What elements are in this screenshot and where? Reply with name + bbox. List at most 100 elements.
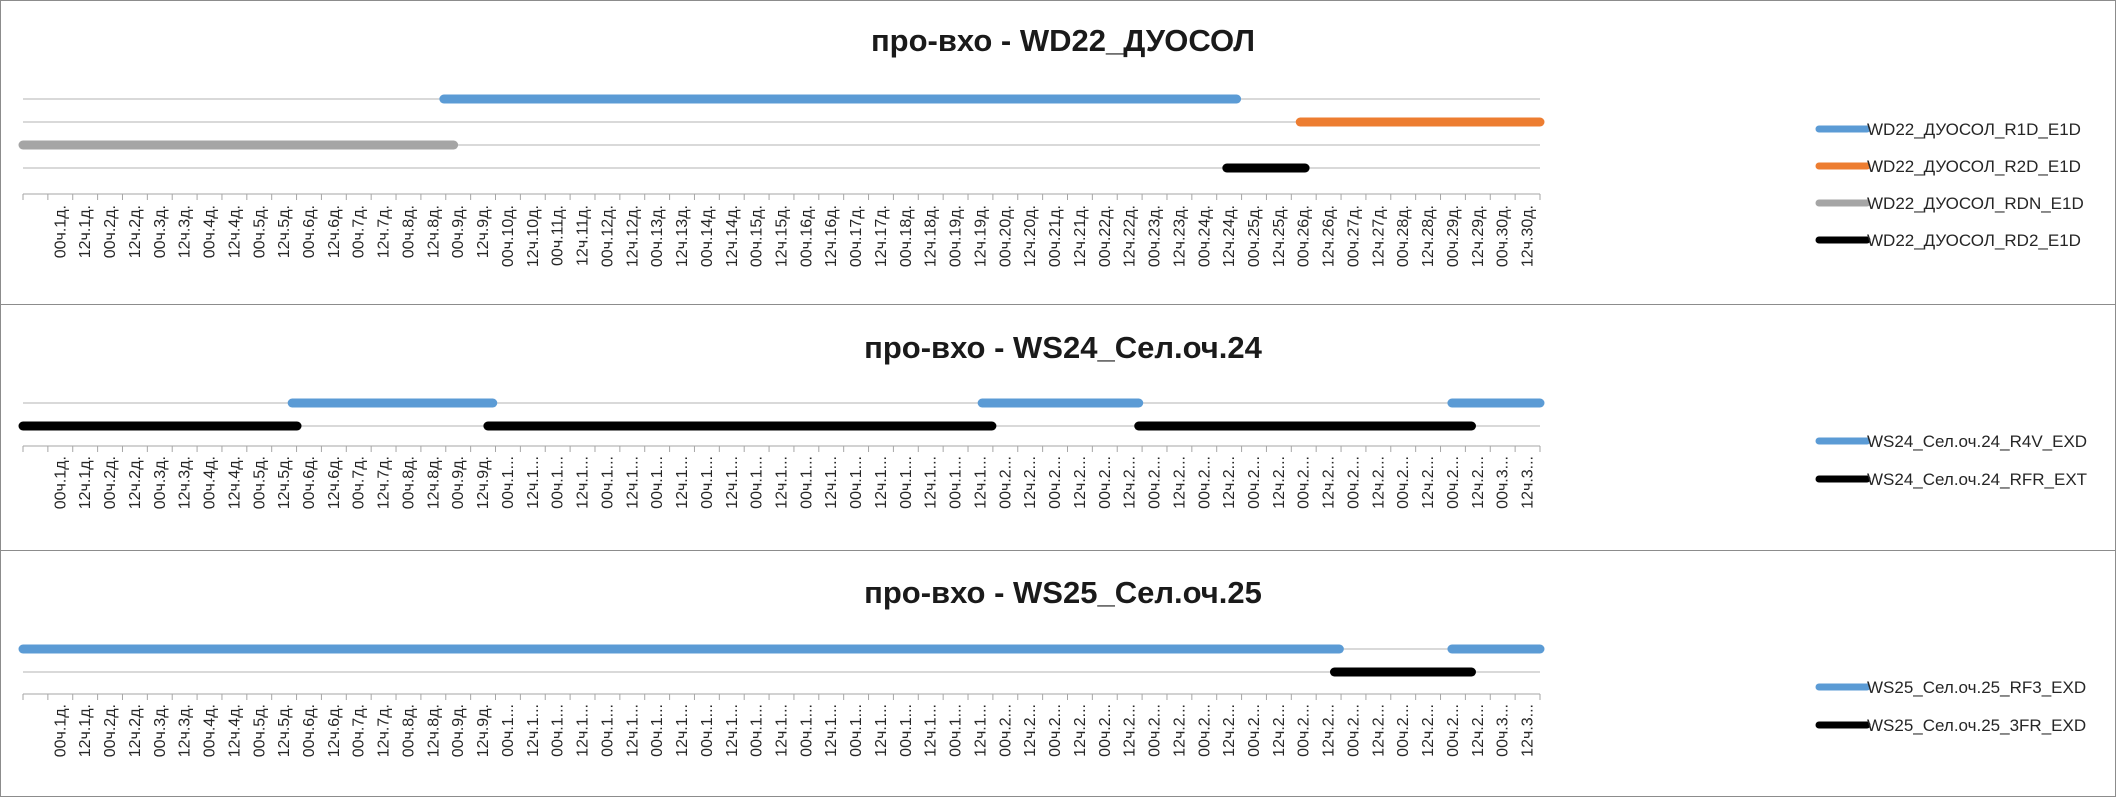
x-tick-label: 00ч.2д.	[102, 456, 119, 509]
x-tick-label: 12ч.4д.	[226, 205, 243, 258]
x-tick-label: 00ч.10д.	[500, 205, 517, 267]
x-tick-label: 12ч.1...	[724, 456, 741, 509]
x-tick-label: 00ч.1д.	[52, 205, 69, 258]
x-tick-label: 00ч.8д.	[400, 456, 417, 509]
x-tick-label: 00ч.11д.	[550, 205, 567, 266]
x-tick-label: 12ч.1...	[674, 704, 691, 757]
x-tick-label: 12ч.2...	[1470, 704, 1487, 757]
x-tick-label: 12ч.7д.	[376, 205, 393, 258]
x-tick-label: 12ч.8д.	[425, 205, 442, 258]
x-tick-label: 12ч.3...	[1520, 456, 1537, 509]
x-tick-label: 00ч.1...	[798, 456, 815, 509]
chart-title-ws24: про-вхо - WS24_Сел.оч.24	[864, 330, 1263, 365]
x-tick-label: 12ч.6д.	[326, 704, 343, 757]
x-tick-label: 12ч.2...	[1122, 456, 1139, 509]
x-tick-label: 00ч.2...	[1296, 704, 1313, 757]
x-tick-label: 00ч.4д.	[202, 205, 219, 258]
x-tick-label: 00ч.1...	[848, 704, 865, 757]
x-tick-label: 12ч.6д.	[326, 456, 343, 509]
x-tick-label: 12ч.3д.	[177, 704, 194, 757]
x-tick-label: 12ч.1...	[674, 456, 691, 509]
x-tick-label: 12ч.4д.	[226, 456, 243, 509]
x-tick-label: 00ч.6д.	[301, 704, 318, 757]
x-tick-label: 12ч.5д.	[276, 704, 293, 757]
x-tick-label: 12ч.27д.	[1370, 205, 1387, 267]
x-tick-label: 00ч.2...	[1445, 456, 1462, 509]
x-tick-label: 12ч.18д.	[923, 205, 940, 267]
x-tick-label: 00ч.3д.	[152, 456, 169, 509]
x-tick-label: 12ч.14д.	[724, 205, 741, 267]
x-tick-label: 12ч.17д.	[873, 205, 890, 267]
legend-label: WS25_Сел.оч.25_RF3_EXD	[1867, 678, 2086, 697]
x-tick-label: 12ч.1...	[525, 456, 542, 509]
x-tick-label: 12ч.1д.	[77, 205, 94, 258]
x-tick-label: 00ч.1д.	[52, 456, 69, 509]
x-tick-label: 00ч.20д.	[997, 205, 1014, 267]
chart-ws24: про-вхо - WS24_Сел.оч.24 00ч.1д. 12ч.1д. 00…	[18, 330, 2087, 509]
x-tick-label: 12ч.8д.	[425, 704, 442, 757]
x-tick-label: 00ч.1д.	[52, 704, 69, 757]
x-tick-label: 00ч.1...	[500, 704, 517, 757]
x-tick-label: 12ч.2...	[1370, 704, 1387, 757]
x-tick-label: 00ч.5д.	[251, 704, 268, 757]
x-tick-label: 12ч.2д.	[127, 456, 144, 509]
chart-title-ws25: про-вхо - WS25_Сел.оч.25	[864, 575, 1262, 610]
x-tick-label: 12ч.1...	[575, 704, 592, 757]
x-tick-label: 00ч.1...	[749, 456, 766, 509]
x-tick-label: 00ч.8д.	[400, 704, 417, 757]
x-tick-label: 00ч.3д.	[152, 704, 169, 757]
x-tick-label: 00ч.1...	[550, 704, 567, 757]
x-tick-label: 00ч.1...	[948, 704, 965, 757]
x-tick-label: 12ч.2...	[1271, 456, 1288, 509]
x-tick-label: 00ч.2...	[1345, 704, 1362, 757]
x-tick-label: 00ч.2...	[1445, 704, 1462, 757]
x-tick-label: 00ч.19д.	[948, 205, 965, 267]
chart-panel-wd22: про-вхо - WD22_ДУОСОЛ 00ч.1д. 12ч.1д. 00ч.2…	[0, 0, 2116, 305]
x-tick-label: 00ч.2...	[1147, 456, 1164, 509]
x-tick-label: 12ч.2...	[1221, 704, 1238, 757]
x-tick-label: 12ч.1...	[972, 704, 989, 757]
x-tick-label: 00ч.1...	[699, 456, 716, 509]
x-tick-label: 12ч.26д.	[1321, 205, 1338, 267]
x-tick-label: 00ч.1...	[550, 456, 567, 509]
x-tick-label: 12ч.1д.	[77, 456, 94, 509]
chart-wd22: про-вхо - WD22_ДУОСОЛ 00ч.1д. 12ч.1д. 00ч.2…	[18, 23, 2084, 267]
x-tick-label: 00ч.1...	[898, 704, 915, 757]
x-tick-label: 12ч.8д.	[425, 456, 442, 509]
chart-panel-ws24: про-вхо - WS24_Сел.оч.24 00ч.1д. 12ч.1д. 00…	[0, 304, 2116, 551]
x-tick-label: 00ч.9д.	[450, 456, 467, 509]
x-tick-label: 00ч.1...	[649, 704, 666, 757]
x-tick-label: 00ч.1...	[948, 456, 965, 509]
x-tick-label: 12ч.1...	[823, 456, 840, 509]
x-tick-label: 12ч.2...	[1221, 456, 1238, 509]
x-tick-label: 12ч.1...	[873, 456, 890, 509]
x-tick-label: 00ч.26д.	[1296, 205, 1313, 267]
x-tick-label: 12ч.1...	[972, 456, 989, 509]
x-tick-label: 12ч.25д.	[1271, 205, 1288, 267]
x-tick-label: 12ч.2...	[1072, 704, 1089, 757]
x-tick-label: 12ч.9д.	[475, 704, 492, 757]
x-tick-label: 00ч.4д.	[202, 704, 219, 757]
x-tick-label: 12ч.2...	[1321, 456, 1338, 509]
x-tick-label: 00ч.18д.	[898, 205, 915, 267]
chart-ws25: про-вхо - WS25_Сел.оч.25 00ч.1д. 12ч.1д. 00…	[18, 575, 2086, 757]
x-tick-label: 12ч.3д.	[177, 456, 194, 509]
x-tick-label: 12ч.2...	[1022, 456, 1039, 509]
x-tick-label: 00ч.1...	[699, 704, 716, 757]
x-tick-label: 00ч.9д.	[450, 704, 467, 757]
x-tick-label: 00ч.6д.	[301, 456, 318, 509]
x-tick-label: 12ч.2...	[1072, 456, 1089, 509]
x-tick-label: 00ч.12д.	[599, 205, 616, 267]
x-tick-label: 12ч.1...	[624, 456, 641, 509]
x-tick-label: 12ч.24д.	[1221, 205, 1238, 267]
x-tick-label: 00ч.2...	[1047, 456, 1064, 509]
x-tick-label: 00ч.29д.	[1445, 205, 1462, 267]
x-tick-label: 12ч.16д.	[823, 205, 840, 267]
x-tick-label: 12ч.7д.	[376, 704, 393, 757]
x-tick-label: 00ч.2...	[1395, 456, 1412, 509]
x-tick-label: 00ч.22д.	[1097, 205, 1114, 267]
x-tick-label: 00ч.2...	[1147, 704, 1164, 757]
x-tick-label: 00ч.24д.	[1196, 205, 1213, 267]
x-tick-label: 00ч.2...	[997, 456, 1014, 509]
x-tick-label: 12ч.1...	[575, 456, 592, 509]
